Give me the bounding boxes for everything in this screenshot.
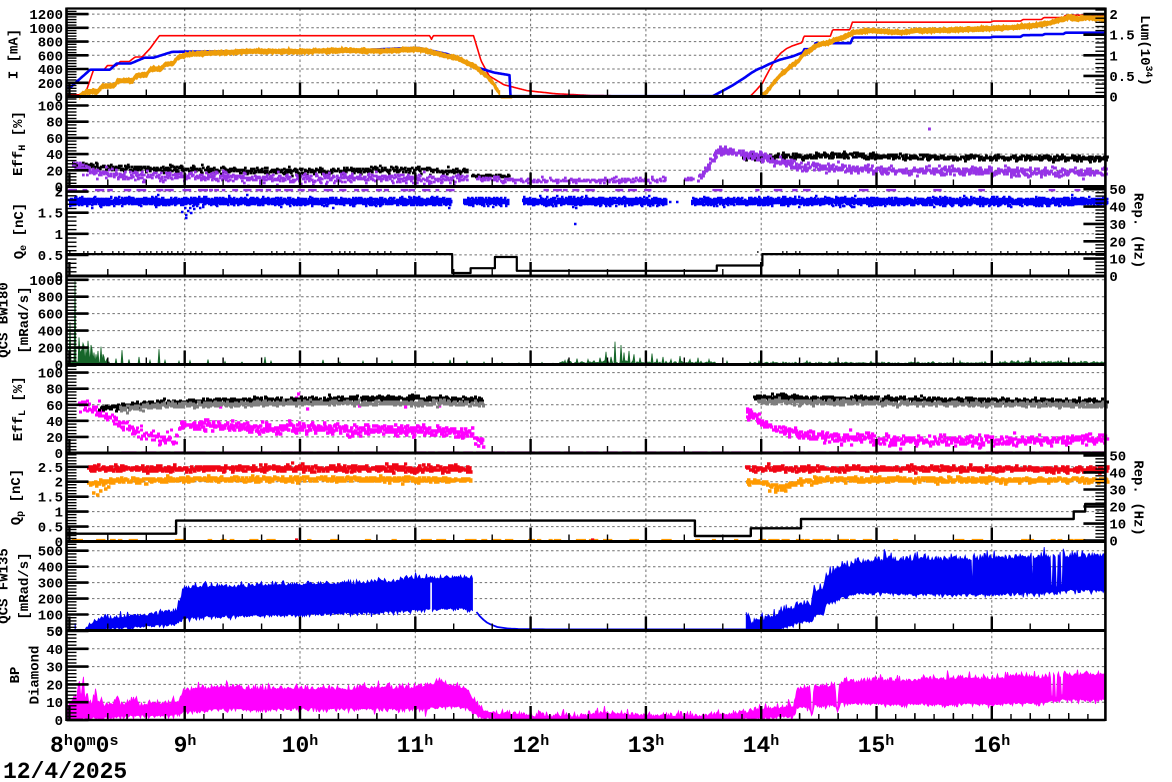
svg-text:0.5: 0.5 (38, 249, 63, 265)
svg-text:EffH [%]: EffH [%] (11, 111, 29, 176)
svg-text:2: 2 (55, 186, 63, 202)
svg-text:I [mA]: I [mA] (7, 29, 23, 79)
svg-text:0: 0 (55, 714, 63, 730)
svg-text:500: 500 (38, 545, 63, 561)
svg-text:50: 50 (46, 625, 63, 641)
svg-text:0: 0 (55, 625, 63, 641)
svg-text:20: 20 (1109, 235, 1126, 251)
svg-text:600: 600 (38, 308, 63, 324)
svg-text:0: 0 (55, 181, 63, 197)
svg-text:1: 1 (55, 228, 63, 244)
svg-text:400: 400 (38, 63, 63, 79)
svg-text:[mRad/s]: [mRad/s] (17, 552, 33, 619)
svg-text:200: 200 (38, 77, 63, 93)
svg-text:Qp [nC]: Qp [nC] (9, 469, 27, 525)
svg-text:400: 400 (38, 561, 63, 577)
svg-text:40: 40 (46, 148, 63, 164)
svg-text:2: 2 (1109, 8, 1117, 24)
svg-text:80: 80 (46, 383, 63, 399)
svg-text:30: 30 (1109, 218, 1126, 234)
svg-text:20: 20 (46, 431, 63, 447)
svg-text:60: 60 (46, 399, 63, 415)
svg-text:16h: 16h (974, 733, 1011, 759)
svg-text:20: 20 (46, 164, 63, 180)
svg-text:200: 200 (38, 342, 63, 358)
svg-text:0: 0 (1109, 91, 1117, 107)
svg-text:300: 300 (38, 577, 63, 593)
svg-text:100: 100 (38, 609, 63, 625)
svg-text:0: 0 (55, 270, 63, 286)
svg-text:10: 10 (46, 696, 63, 712)
svg-text:800: 800 (38, 291, 63, 307)
svg-text:200: 200 (38, 593, 63, 609)
svg-text:10: 10 (1109, 253, 1126, 269)
svg-text:10: 10 (1109, 518, 1126, 534)
svg-text:8h0m0s: 8h0m0s (50, 733, 118, 759)
svg-text:20: 20 (46, 678, 63, 694)
svg-text:0: 0 (55, 91, 63, 107)
svg-text:1.5: 1.5 (38, 207, 63, 223)
svg-text:40: 40 (46, 643, 63, 659)
svg-text:1.5: 1.5 (1109, 29, 1134, 45)
svg-text:Diamond: Diamond (28, 646, 44, 705)
svg-text:600: 600 (38, 49, 63, 65)
svg-text:BP: BP (8, 667, 24, 684)
svg-text:0.5: 0.5 (38, 521, 63, 537)
svg-text:0: 0 (1109, 270, 1117, 286)
svg-text:30: 30 (1109, 483, 1126, 499)
svg-text:1200: 1200 (29, 8, 63, 24)
svg-text:400: 400 (38, 325, 63, 341)
svg-text:50: 50 (1109, 183, 1126, 199)
svg-text:2.5: 2.5 (38, 461, 63, 477)
svg-text:12/4/2025: 12/4/2025 (3, 759, 127, 782)
svg-text:Rep. (Hz): Rep. (Hz) (1130, 193, 1146, 269)
svg-text:100: 100 (38, 100, 63, 116)
svg-text:80: 80 (46, 116, 63, 132)
svg-text:1: 1 (1109, 49, 1117, 65)
svg-text:40: 40 (1109, 201, 1126, 217)
svg-text:1000: 1000 (29, 22, 63, 38)
svg-text:1000: 1000 (29, 274, 63, 290)
svg-text:EffL [%]: EffL [%] (11, 376, 29, 441)
svg-text:[mRad/s]: [mRad/s] (17, 286, 33, 353)
svg-text:50: 50 (1109, 449, 1126, 465)
svg-text:60: 60 (46, 132, 63, 148)
svg-text:1.5: 1.5 (38, 491, 63, 507)
svg-text:Qe [nC]: Qe [nC] (12, 203, 30, 259)
svg-text:0.5: 0.5 (1109, 70, 1134, 86)
svg-text:800: 800 (38, 36, 63, 52)
svg-text:0: 0 (55, 536, 63, 552)
svg-text:Rep. (Hz): Rep. (Hz) (1130, 460, 1146, 536)
svg-text:1: 1 (55, 506, 63, 522)
svg-text:0: 0 (55, 359, 63, 375)
svg-text:QCS BW180: QCS BW180 (0, 282, 13, 358)
svg-text:QCS FW135: QCS FW135 (0, 548, 13, 624)
svg-text:30: 30 (46, 661, 63, 677)
svg-text:20: 20 (1109, 501, 1126, 517)
svg-text:0: 0 (1109, 535, 1117, 551)
svg-text:40: 40 (46, 415, 63, 431)
svg-text:0: 0 (55, 447, 63, 463)
svg-text:2: 2 (55, 476, 63, 492)
svg-text:100: 100 (38, 367, 63, 383)
svg-text:40: 40 (1109, 466, 1126, 482)
